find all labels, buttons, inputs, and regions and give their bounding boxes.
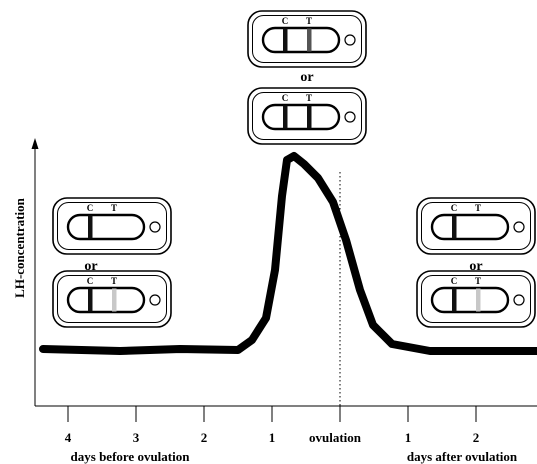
control-line <box>283 105 288 129</box>
sample-well <box>149 221 161 233</box>
tick-label: 1 <box>405 430 412 445</box>
y-axis-arrow <box>31 138 39 149</box>
tick-label: 1 <box>269 430 276 445</box>
control-line <box>283 28 288 52</box>
cassette-inner-outline <box>252 15 362 63</box>
control-label: C <box>87 276 94 286</box>
control-label: C <box>87 203 94 213</box>
caption-days-before: days before ovulation <box>71 449 191 464</box>
y-axis-label: LH-concentration <box>12 197 27 297</box>
control-label: C <box>451 203 458 213</box>
or-separator-peak: or <box>300 70 313 85</box>
test-label: T <box>111 276 117 286</box>
tick-label: 2 <box>473 430 480 445</box>
control-line <box>452 215 457 239</box>
test-label: T <box>111 203 117 213</box>
tick-label-ovulation: ovulation <box>309 430 362 445</box>
result-window <box>66 213 146 241</box>
control-label: C <box>282 93 289 103</box>
control-line <box>452 288 457 312</box>
lh-curve <box>39 152 537 355</box>
tick-label: 4 <box>65 430 72 445</box>
test-label: T <box>306 16 312 26</box>
sample-well <box>344 111 356 123</box>
result-window <box>261 103 341 131</box>
cassette-inner-outline <box>252 92 362 140</box>
sample-well <box>513 294 525 306</box>
test-line <box>476 288 481 312</box>
control-line <box>88 215 93 239</box>
test-label: T <box>475 203 481 213</box>
test-label: T <box>306 93 312 103</box>
result-window <box>261 26 341 54</box>
cassette-inner-outline <box>421 275 531 323</box>
result-window <box>66 286 146 314</box>
control-label: C <box>451 276 458 286</box>
control-label: C <box>282 16 289 26</box>
tick-label: 3 <box>133 430 140 445</box>
control-line <box>88 288 93 312</box>
test-line <box>307 28 312 52</box>
result-window <box>430 286 510 314</box>
cassette-inner-outline <box>57 275 167 323</box>
test-line <box>307 105 312 129</box>
caption-days-after: days after ovulation <box>407 449 518 464</box>
sample-well <box>344 34 356 46</box>
sample-well <box>149 294 161 306</box>
cassette-inner-outline <box>57 202 167 250</box>
cassette-inner-outline <box>421 202 531 250</box>
result-window <box>430 213 510 241</box>
sample-well <box>513 221 525 233</box>
tick-label: 2 <box>201 430 208 445</box>
test-line <box>112 288 117 312</box>
x-axis-ticks <box>67 406 477 422</box>
test-label: T <box>475 276 481 286</box>
